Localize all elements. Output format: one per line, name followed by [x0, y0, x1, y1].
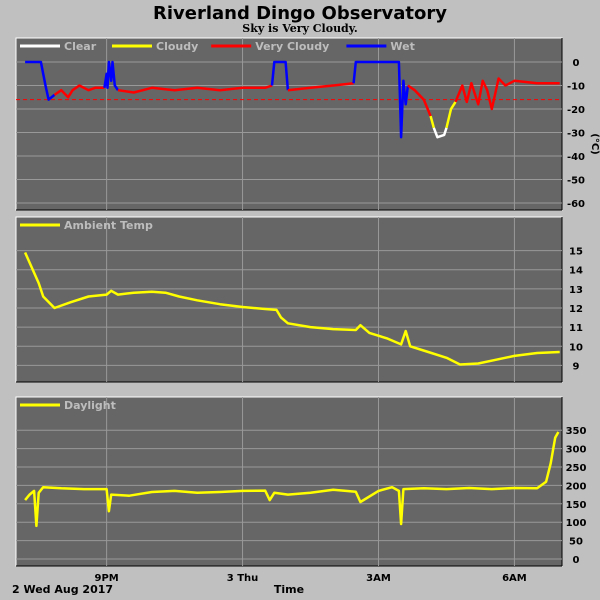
- plot-area: [15, 37, 563, 211]
- ambient-temp-panel: 9 10 11 12 13 14 15 Ambient Temp: [15, 216, 583, 383]
- x-axis-title: Time: [274, 583, 304, 596]
- legend-label: Ambient Temp: [64, 219, 153, 232]
- x-tick-label: 3AM: [366, 573, 391, 584]
- daylight-panel: 0 50 100 150 200 250 300 350 Daylight: [15, 396, 587, 567]
- y-tick-label: 10: [569, 342, 583, 353]
- sky-temp-line: [117, 84, 273, 94]
- y-tick-label: -20: [567, 105, 585, 116]
- y-tick-label: 15: [569, 247, 583, 258]
- y-tick-label: 50: [569, 537, 583, 548]
- legend-label: Cloudy: [156, 40, 198, 53]
- ambient-line: [23, 251, 560, 366]
- sky-temp-line: [287, 81, 354, 92]
- date-label: 2 Wed Aug 2017: [12, 583, 113, 596]
- plot-area: [15, 216, 563, 383]
- y-tick-label: 0: [573, 58, 580, 69]
- y-tick-label: 300: [566, 445, 587, 456]
- y-tick-label: -30: [567, 129, 585, 140]
- sky-temp-line: [352, 60, 410, 139]
- sky-temp-line: [432, 127, 448, 139]
- sky-temp-line: [445, 101, 457, 129]
- y-tick-label: 200: [566, 481, 587, 492]
- chart-subtitle: Sky is Very Cloudy.: [242, 22, 357, 35]
- y-tick-label: 11: [569, 323, 583, 334]
- legend-label: Daylight: [64, 399, 116, 412]
- daylight-line: [24, 431, 560, 528]
- legend-label: Clear: [64, 40, 97, 53]
- y-tick-label: 14: [569, 266, 583, 277]
- legend-label: Very Cloudy: [255, 40, 329, 53]
- y-tick-label: 9: [573, 361, 580, 372]
- y-tick-label: 12: [569, 304, 583, 315]
- chart-title: Riverland Dingo Observatory: [153, 3, 447, 24]
- x-axis: 9PM 3 Thu 3AM 6AM: [94, 573, 526, 584]
- y-tick-label: 13: [569, 285, 583, 296]
- y-tick-label: 350: [566, 426, 587, 437]
- sky-temp-line: [53, 84, 105, 99]
- y-tick-label: 0: [573, 555, 580, 566]
- sky-temp-panel: 0 -10 -20 -30 -40 -50 -60 (°C) Clear Cloudy Very C…: [15, 37, 600, 211]
- y-tick-label: 250: [566, 463, 587, 474]
- y-tick-label: -60: [567, 199, 585, 210]
- y-tick-label: 100: [566, 518, 587, 529]
- y-tick-label: -50: [567, 176, 585, 187]
- x-tick-label: 6AM: [502, 573, 527, 584]
- y-axis-label: (°C): [589, 133, 600, 154]
- sky-temp-line: [25, 60, 56, 101]
- y-tick-label: -40: [567, 152, 585, 163]
- x-tick-label: 3 Thu: [227, 573, 259, 584]
- sky-temp-line: [429, 115, 436, 129]
- sky-temp-line: [270, 60, 290, 91]
- legend-label: Wet: [390, 40, 414, 53]
- y-tick-label: 150: [566, 500, 587, 511]
- x-tick-label: 9PM: [94, 573, 118, 584]
- sky-temp-line: [103, 60, 120, 91]
- sky-temp-line: [454, 77, 560, 111]
- sky-temp-line: [407, 84, 432, 117]
- y-tick-label: -10: [567, 82, 585, 93]
